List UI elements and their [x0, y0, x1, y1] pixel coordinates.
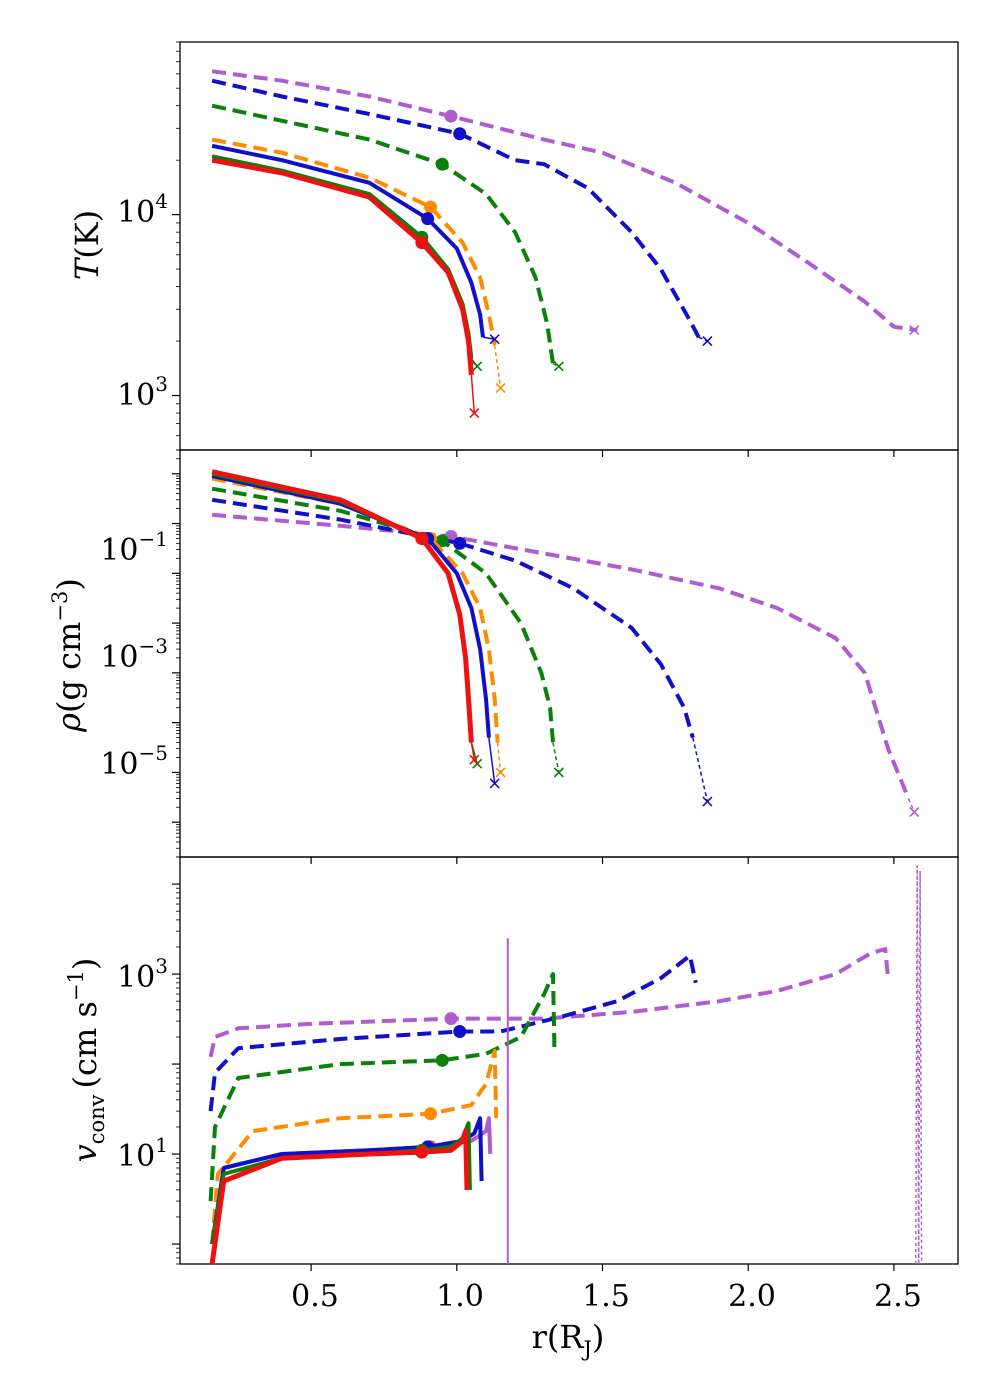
series-line-blue-dashed: [211, 78, 701, 339]
series-tail-blue-solid: [488, 737, 496, 784]
end-marker-blue-solid: [489, 334, 500, 345]
end-marker-green-dashed: [553, 361, 564, 372]
ytick-label-rho-1e-1: 10−1: [100, 527, 168, 568]
density-ticks: [172, 449, 895, 864]
transition-marker-red-solid: [415, 236, 429, 250]
series-tail-blue-dashed: [692, 737, 709, 802]
series-tail-red-solid: [470, 374, 476, 414]
transition-marker-red-solid: [415, 532, 429, 546]
xtick-label-1.5: 1.5: [582, 1279, 630, 1314]
density-series: [211, 469, 920, 818]
transition-marker-blue-solid: [421, 212, 435, 226]
series-tail-blue-solid: [482, 336, 495, 340]
ylabel-density: ρ(g cm−3): [48, 578, 88, 733]
transition-marker-blue-dashed: [453, 536, 467, 550]
series-line-purple-dashed: [208, 947, 891, 1058]
series-line-purple-spike-b: [917, 870, 923, 1265]
ytick-label-rho-1e-3: 10−3: [100, 634, 168, 675]
end-marker-blue-dashed: [702, 336, 713, 347]
temperature-series: [211, 69, 920, 419]
transition-marker-purple-dashed: [444, 109, 458, 123]
series-tail-green-dashed: [552, 742, 560, 773]
end-marker-purple-dashed: [909, 806, 920, 818]
ytick-label-T-1e4: 104: [117, 189, 168, 230]
transition-marker-blue-dashed: [453, 127, 467, 141]
end-marker-green-dashed: [553, 767, 564, 778]
transition-marker-purple-dashed: [444, 1012, 458, 1026]
transition-marker-orange-dashed: [424, 200, 438, 214]
xlabel-radius: r(RJ): [532, 1318, 605, 1361]
end-marker-blue-dashed: [702, 796, 713, 807]
transition-marker-green-dashed: [435, 157, 449, 171]
series-line-red-solid: [211, 157, 474, 376]
end-marker-orange-dashed: [495, 382, 506, 394]
end-marker-orange-dashed: [495, 767, 506, 778]
series-tail-purple-dashed: [907, 798, 915, 813]
series-tail-green-dashed: [552, 363, 560, 368]
panel-convective-velocity: 103 101 vconv(cm s−1) 0.5 1.0 1.5 2.0 2.…: [64, 856, 959, 1361]
end-marker-red-solid: [469, 408, 480, 419]
transition-marker-orange-dashed: [424, 1107, 438, 1121]
end-marker-purple-dashed: [909, 325, 920, 336]
end-marker-red-solid: [469, 754, 480, 765]
series-line-red-solid: [211, 469, 474, 743]
end-marker-green-solid: [472, 361, 483, 372]
series-tail-orange-dashed: [493, 345, 502, 389]
series-line-blue-solid: [211, 143, 485, 338]
transition-marker-green-dashed: [435, 534, 449, 548]
transition-marker-blue-dashed: [453, 1025, 467, 1039]
transition-marker-green-dashed: [435, 1053, 449, 1067]
ytick-label-T-1e3: 103: [117, 372, 168, 413]
end-marker-blue-solid: [489, 778, 500, 789]
ylabel-velocity: vconv(cm s−1): [64, 958, 109, 1163]
ytick-label-v-1e3: 103: [117, 954, 168, 995]
ylabel-temperature: T(K): [68, 210, 106, 280]
series-tail-red-solid: [470, 742, 476, 760]
series-tail-orange-dashed: [496, 742, 502, 773]
velocity-ticks: [172, 856, 895, 1271]
series-line-green-dashed: [211, 486, 555, 743]
ytick-label-v-1e1: 101: [117, 1133, 168, 1174]
xtick-label-2.5: 2.5: [874, 1279, 922, 1314]
panel-density: 10−1 10−3 10−5 ρ(g cm−3): [48, 449, 959, 864]
series-line-green-dashed: [211, 103, 555, 364]
transition-marker-red-solid: [415, 1145, 429, 1159]
panel-temperature: 104 103 T(K): [68, 41, 959, 457]
series-line-purple-spike-a: [914, 864, 920, 1265]
xtick-label-2.0: 2.0: [728, 1279, 776, 1314]
xtick-label-1.0: 1.0: [436, 1279, 484, 1314]
xtick-label-0.5: 0.5: [291, 1279, 339, 1314]
velocity-series: [208, 864, 923, 1265]
panel-frame-velocity: [179, 856, 959, 1265]
ytick-label-rho-1e-5: 10−5: [100, 741, 168, 782]
series-line-orange-dashed: [211, 137, 497, 346]
series-line-orange-dashed: [211, 476, 500, 743]
series-line-blue-dashed: [211, 497, 695, 739]
series-line-blue-dashed: [208, 953, 698, 1112]
